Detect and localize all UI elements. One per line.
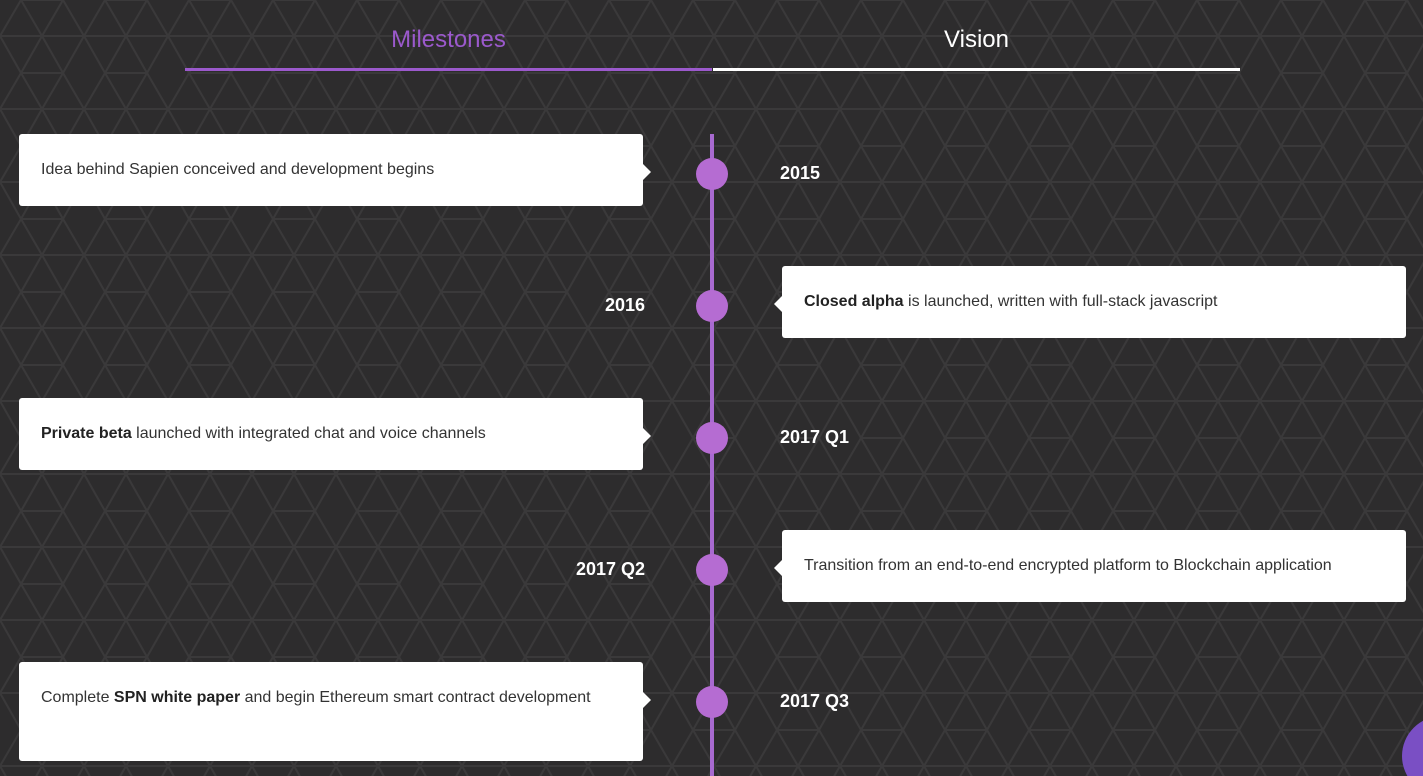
timeline-line: [710, 134, 714, 776]
milestone-card-2017-q3: Complete SPN white paper and begin Ether…: [19, 662, 651, 761]
timeline-dot-2017-q2: [696, 554, 728, 586]
milestone-text: and begin Ethereum smart contract develo…: [240, 689, 591, 706]
milestone-year-2017-q2: 2017 Q2: [575, 559, 645, 579]
tab-vision[interactable]: Vision: [713, 22, 1240, 71]
milestone-year-2015: 2015: [780, 163, 821, 183]
milestone-year-2016: 2016: [604, 295, 645, 315]
milestone-card-2017-q1: Private beta launched with integrated ch…: [19, 398, 651, 470]
timeline-dot-2016: [696, 290, 728, 322]
tab-bar: Milestones Vision: [185, 22, 1240, 71]
milestone-text: is launched, written with full-stack jav…: [903, 293, 1218, 310]
milestone-bold-text: SPN white paper: [113, 689, 241, 706]
milestone-pre-text: Complete: [41, 689, 114, 706]
milestone-year-2017-q1: 2017 Q1: [780, 427, 850, 447]
timeline-dot-2015: [696, 158, 728, 190]
milestone-card-2015: Idea behind Sapien conceived and develop…: [19, 134, 651, 206]
milestone-text: Idea behind Sapien conceived and develop…: [41, 161, 435, 178]
timeline-dot-2017-q3: [696, 686, 728, 718]
timeline-dot-2017-q1: [696, 422, 728, 454]
milestone-text: Transition from an end-to-end encrypted …: [804, 557, 1332, 574]
tab-milestones[interactable]: Milestones: [185, 22, 712, 71]
milestone-card-2017-q2: Transition from an end-to-end encrypted …: [774, 530, 1406, 602]
milestone-bold-text: Closed alpha: [804, 293, 904, 310]
milestone-bold-text: Private beta: [41, 425, 132, 442]
milestone-year-2017-q3: 2017 Q3: [780, 691, 850, 711]
milestone-card-2016: Closed alpha is launched, written with f…: [774, 266, 1406, 338]
milestone-text: launched with integrated chat and voice …: [131, 425, 486, 442]
